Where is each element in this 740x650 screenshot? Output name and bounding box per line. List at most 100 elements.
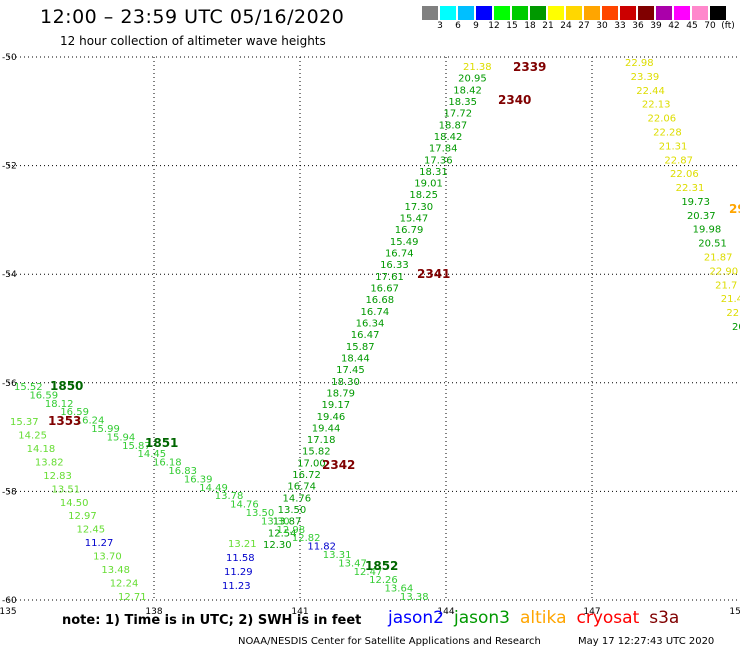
x-tick-label: 144 bbox=[437, 607, 454, 617]
wave-height-value: 13.21 bbox=[228, 539, 257, 550]
wave-height-value: 15.99 bbox=[91, 424, 120, 435]
wave-height-value: 17.30 bbox=[404, 202, 433, 213]
scale-swatch bbox=[476, 6, 492, 20]
wave-height-value: 16.47 bbox=[351, 330, 380, 341]
scale-label: 45 bbox=[686, 21, 698, 31]
wave-height-value: 16.34 bbox=[356, 318, 385, 329]
wave-height-value: 13.47 bbox=[338, 558, 367, 569]
satellite-legend: jason2 jason3 altika cryosat s3a bbox=[388, 608, 689, 628]
wave-height-value: 17.72 bbox=[443, 109, 472, 120]
wave-height-value: 20 bbox=[732, 322, 740, 333]
wave-height-value: 22.98 bbox=[625, 58, 654, 69]
wave-height-value: 16.39 bbox=[184, 474, 213, 485]
scale-swatch bbox=[602, 6, 618, 20]
wave-height-value: 21.7 bbox=[715, 280, 737, 291]
scale-swatch bbox=[530, 6, 546, 20]
wave-height-value: 22.06 bbox=[648, 114, 677, 125]
wave-height-value: 16.24 bbox=[76, 416, 105, 427]
wave-height-value: 16.74 bbox=[287, 482, 316, 493]
wave-height-value: 17.61 bbox=[375, 272, 404, 283]
scale-label: 36 bbox=[632, 21, 644, 31]
pass-label: 1353 bbox=[48, 414, 81, 428]
wave-height-value: 18.87 bbox=[439, 120, 468, 131]
y-tick-label: -54 bbox=[2, 270, 17, 280]
wave-height-value: 12.97 bbox=[68, 511, 97, 522]
scale-label: 42 bbox=[668, 21, 680, 31]
scale-swatch bbox=[422, 6, 438, 20]
y-tick-label: -50 bbox=[2, 53, 17, 63]
scale-label: 9 bbox=[473, 21, 479, 31]
scale-label: 12 bbox=[488, 21, 500, 31]
wave-height-value: 18.31 bbox=[419, 167, 448, 178]
wave-height-value: 19.46 bbox=[317, 412, 346, 423]
wave-height-value: 17.18 bbox=[307, 435, 336, 446]
wave-height-value: 14.49 bbox=[199, 483, 228, 494]
wave-height-value: 13.64 bbox=[385, 584, 414, 595]
wave-height-value: 21.31 bbox=[659, 141, 688, 152]
legend-jason2: jason2 bbox=[388, 608, 444, 628]
scale-label: 27 bbox=[578, 21, 590, 31]
pass-label: 2339 bbox=[513, 60, 546, 74]
scale-swatch bbox=[638, 6, 654, 20]
wave-height-value: 22.87 bbox=[664, 155, 693, 166]
wave-height-value: 16.74 bbox=[385, 249, 414, 260]
scale-label: 70 bbox=[704, 21, 716, 31]
wave-height-value: 12.26 bbox=[369, 575, 398, 586]
wave-height-value: 20.37 bbox=[687, 211, 716, 222]
wave-height-value: 13.87 bbox=[273, 517, 302, 528]
wave-height-value: 12.82 bbox=[292, 533, 321, 544]
wave-height-value: 16.79 bbox=[395, 225, 424, 236]
wave-height-value: 15.52 bbox=[14, 382, 43, 393]
pass-label: 1852 bbox=[365, 559, 398, 573]
timestamp-text: May 17 12:27:43 UTC 2020 bbox=[578, 636, 715, 647]
wave-height-value: 21.87 bbox=[704, 253, 733, 264]
wave-height-value: 13.78 bbox=[215, 491, 244, 502]
scale-label: 18 bbox=[524, 21, 536, 31]
wave-height-value: 13.50 bbox=[246, 508, 275, 519]
scale-label: 21 bbox=[542, 21, 554, 31]
wave-height-value: 15.87 bbox=[346, 342, 375, 353]
wave-height-value: 21.4 bbox=[721, 294, 740, 305]
wave-height-value: 18.35 bbox=[448, 97, 477, 108]
wave-height-value: 14.25 bbox=[18, 430, 47, 441]
wave-height-value: 18.25 bbox=[409, 190, 438, 201]
wave-height-value: 11.23 bbox=[222, 581, 251, 592]
pass-label: 1851 bbox=[145, 436, 178, 450]
wave-height-value: 14.45 bbox=[138, 449, 167, 460]
scale-label: 39 bbox=[650, 21, 662, 31]
x-tick-label: 138 bbox=[145, 607, 162, 617]
footer: NOAA/NESDIS Center for Satellite Applica… bbox=[238, 636, 738, 647]
wave-height-value: 18.12 bbox=[45, 399, 74, 410]
wave-height-value: 15.37 bbox=[10, 417, 39, 428]
wave-height-value: 17.84 bbox=[429, 144, 458, 155]
pass-label: 2341 bbox=[417, 267, 450, 281]
wave-height-value: 12.71 bbox=[118, 592, 147, 603]
wave-height-value: 18.44 bbox=[341, 353, 370, 364]
wave-height-value: 14.76 bbox=[230, 500, 259, 511]
credit-text: NOAA/NESDIS Center for Satellite Applica… bbox=[238, 636, 541, 647]
wave-height-value: 13.38 bbox=[400, 592, 429, 603]
scale-swatch bbox=[620, 6, 636, 20]
wave-height-value: 20.51 bbox=[698, 239, 727, 250]
wave-height-value: 15.87 bbox=[122, 441, 151, 452]
wave-height-value: 18.79 bbox=[326, 388, 355, 399]
wave-height-value: 21.38 bbox=[463, 62, 492, 73]
wave-height-value: 16.83 bbox=[168, 466, 197, 477]
wave-height-value: 12.30 bbox=[263, 540, 292, 551]
wave-height-value: 18.42 bbox=[453, 85, 482, 96]
scale-label: 30 bbox=[596, 21, 608, 31]
wave-height-value: 16.59 bbox=[29, 390, 58, 401]
pass-label: 2340 bbox=[498, 93, 531, 107]
wave-height-value: 22.13 bbox=[642, 100, 671, 111]
scale-label: 15 bbox=[506, 21, 518, 31]
wave-height-value: 11.29 bbox=[224, 567, 253, 578]
wave-height-value: 18.30 bbox=[331, 377, 360, 388]
wave-height-value: 22.44 bbox=[636, 86, 665, 97]
wave-height-value: 11.82 bbox=[307, 542, 336, 553]
scale-swatch bbox=[494, 6, 510, 20]
wave-height-value: 16.72 bbox=[292, 470, 321, 481]
wave-height-value: 16.59 bbox=[60, 407, 89, 418]
y-tick-label: -52 bbox=[2, 162, 17, 172]
wave-height-value: 22.06 bbox=[670, 169, 699, 180]
scale-swatch bbox=[566, 6, 582, 20]
